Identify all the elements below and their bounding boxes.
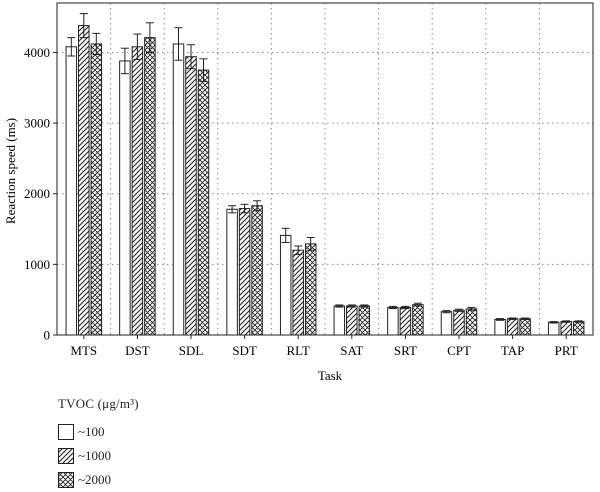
legend-swatch — [58, 448, 74, 464]
bar-cpt-series-1 — [440, 311, 453, 336]
bar-rlt-series-1 — [279, 234, 292, 336]
y-tick-label: 0 — [44, 328, 51, 343]
bar-sat-series-1 — [333, 305, 346, 336]
legend: TVOC (μg/m³) ~100 ~1000 ~2000 — [58, 396, 139, 492]
legend-label: ~2000 — [78, 472, 112, 487]
bar-chart: 0 1000 2000 3000 4000 MTS DST SDL SDT RLT SAT SRT CP… — [3, 2, 594, 383]
y-axis-label: Reaction speed (ms) — [3, 118, 18, 224]
y-tick-label: 3000 — [24, 116, 50, 131]
bar-tap-series-3 — [519, 318, 531, 336]
x-tick-label: SRT — [394, 343, 417, 358]
x-tick-label: SAT — [340, 343, 363, 358]
legend-swatch — [58, 424, 74, 440]
bar-mts-series-3 — [90, 43, 103, 336]
bars — [65, 13, 585, 336]
y-tick-label: 2000 — [24, 186, 50, 201]
y-tick-label: 1000 — [24, 257, 50, 272]
gridlines — [57, 3, 593, 335]
bar-dst-series-1 — [119, 60, 131, 336]
y-tick-label: 4000 — [24, 45, 50, 60]
x-tick-label: SDL — [179, 343, 204, 358]
bar-cpt-series-3 — [465, 308, 478, 336]
bar-prt-series-2 — [560, 321, 572, 336]
bar-sdt-series-3 — [251, 205, 263, 336]
legend-title-text: TVOC (μg/m³) — [58, 396, 139, 411]
bar-dst-series-2 — [131, 46, 144, 336]
legend-item: ~1000 — [58, 444, 139, 468]
x-tick-label: SDT — [232, 343, 257, 358]
bar-sdt-series-2 — [238, 208, 251, 336]
bar-sdl-series-2 — [185, 56, 197, 336]
bar-srt-series-2 — [399, 306, 412, 336]
legend-label: ~1000 — [78, 448, 112, 463]
x-tick-label: MTS — [70, 343, 97, 358]
legend-title: TVOC (μg/m³) — [58, 396, 139, 412]
bar-srt-series-3 — [412, 304, 424, 336]
bar-sat-series-2 — [346, 305, 358, 336]
legend-item: ~100 — [58, 420, 139, 444]
x-tick-label: TAP — [501, 343, 525, 358]
bar-prt-series-3 — [572, 321, 585, 336]
x-axis-label: Task — [318, 368, 343, 383]
bar-mts-series-1 — [65, 46, 78, 336]
bar-sdt-series-1 — [226, 208, 238, 336]
bar-tap-series-1 — [494, 318, 506, 336]
bar-mts-series-2 — [78, 25, 90, 336]
bar-rlt-series-2 — [292, 249, 304, 336]
bar-dst-series-3 — [144, 37, 156, 336]
x-tick-label: DST — [125, 343, 150, 358]
bar-prt-series-1 — [547, 321, 560, 336]
legend-items: ~100 ~1000 ~2000 — [58, 420, 139, 492]
bar-rlt-series-3 — [304, 243, 317, 336]
bar-cpt-series-2 — [453, 309, 465, 336]
legend-label: ~100 — [78, 424, 105, 439]
x-tick-label: RLT — [287, 343, 310, 358]
x-tick-label: PRT — [555, 343, 578, 358]
legend-item: ~2000 — [58, 468, 139, 492]
plot-frame — [56, 2, 594, 336]
bar-tap-series-2 — [506, 318, 519, 336]
axes: 0 1000 2000 3000 4000 MTS DST SDL SDT RLT SAT SRT CP… — [24, 2, 594, 358]
bar-sdl-series-1 — [172, 43, 185, 336]
bar-srt-series-1 — [387, 306, 399, 336]
bar-sdl-series-3 — [197, 69, 210, 336]
x-tick-label: CPT — [447, 343, 471, 358]
legend-swatch — [58, 472, 74, 488]
bar-sat-series-3 — [358, 305, 371, 336]
